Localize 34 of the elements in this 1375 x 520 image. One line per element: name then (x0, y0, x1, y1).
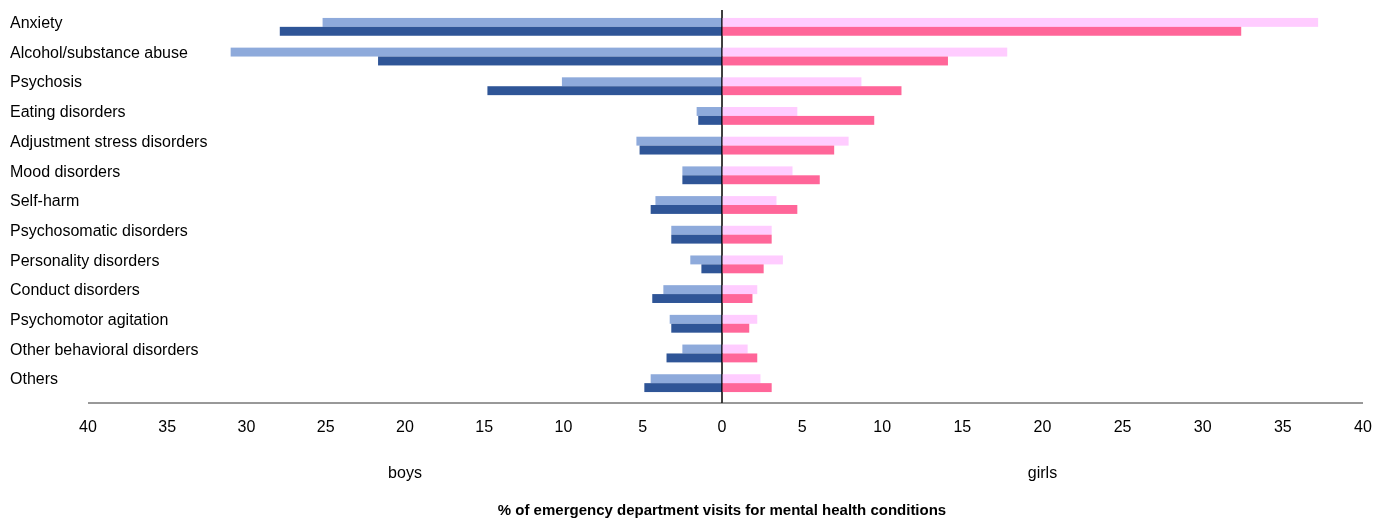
x-tick-label: 30 (237, 418, 256, 435)
y-tick-label: Psychomotor agitation (10, 310, 169, 328)
x-tick-label: 40 (1354, 418, 1372, 435)
y-tick-label: Others (10, 370, 59, 388)
y-tick-label: Anxiety (10, 14, 63, 32)
y-tick-label: Mood disorders (10, 162, 121, 180)
y-tick-label: Psychosomatic disorders (10, 221, 188, 239)
x-tick-label: 0 (717, 418, 727, 435)
y-tick-label: Self-harm (10, 192, 80, 210)
y-tick-label: Alcohol/substance abuse (10, 43, 188, 61)
x-tick-label: 20 (396, 418, 414, 435)
x-tick-label: 10 (873, 418, 892, 435)
y-tick-label: Adjustment stress disorders (10, 132, 208, 150)
x-axis-title: girls (1027, 464, 1058, 481)
x-tick-label: 25 (1113, 418, 1132, 435)
x-tick-label: 15 (475, 418, 494, 435)
x-tick-label: 5 (797, 418, 807, 435)
y-tick-label: Psychosis (10, 73, 83, 91)
y-tick-label: Conduct disorders (10, 281, 140, 299)
x-tick-label: 30 (1193, 418, 1212, 435)
x-tick-label: 40 (79, 418, 97, 435)
x-tick-label: 5 (638, 418, 648, 435)
text: % of emergency department visits for mental health conditions (497, 501, 947, 518)
y-tick-label: Eating disorders (10, 103, 126, 121)
y-tick-label: Other behavioral disorders (10, 340, 199, 358)
x-tick-label: 15 (953, 418, 972, 435)
x-tick-label: 25 (316, 418, 335, 435)
x-tick-label: 35 (1273, 418, 1292, 435)
x-axis-title: boys (388, 464, 422, 481)
y-tick-label: Personality disorders (10, 251, 160, 269)
bar (698, 115, 722, 125)
x-tick-label: 10 (554, 418, 573, 435)
x-tick-label: 20 (1033, 418, 1052, 435)
x-tick-label: 35 (158, 418, 177, 435)
